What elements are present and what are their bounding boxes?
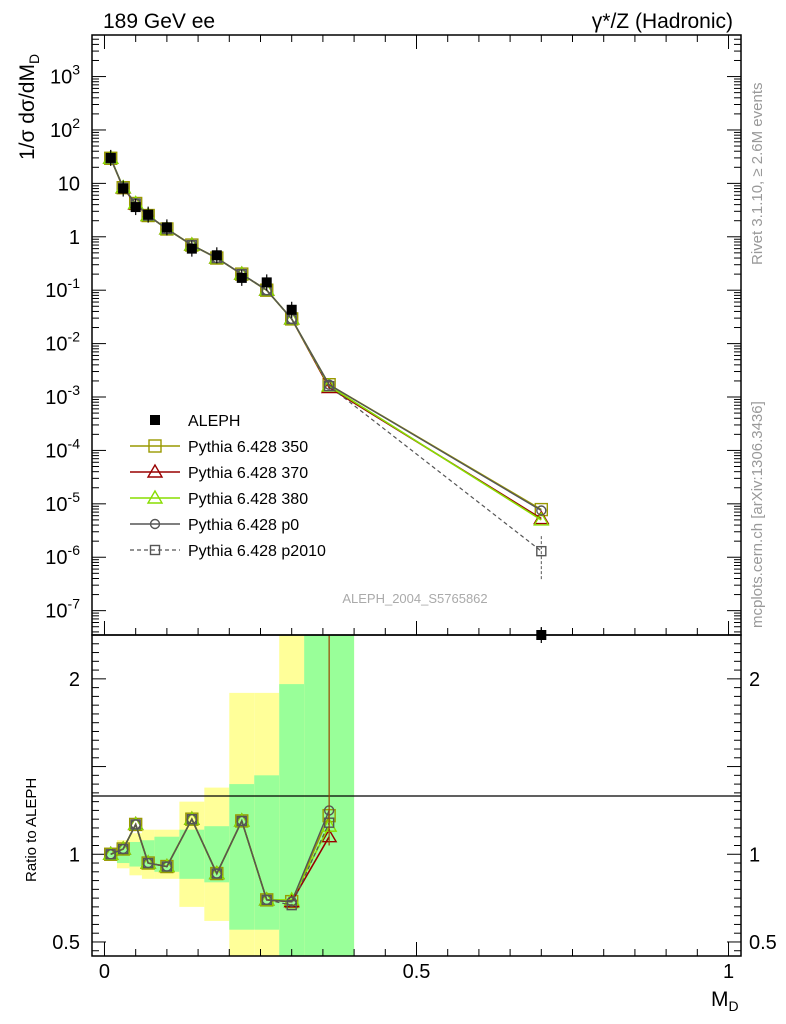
title-left: 189 GeV ee <box>103 10 215 33</box>
legend-marker <box>149 518 161 530</box>
legend-marker <box>146 489 164 504</box>
analysis-id: ALEPH_2004_S5765862 <box>342 591 487 606</box>
main-series-point <box>533 511 550 526</box>
main-ylabel-sub: D <box>26 54 42 64</box>
main-ytick-label: 10-4 <box>45 435 80 462</box>
aleph-data-points <box>105 149 547 643</box>
main-series-point <box>536 505 547 516</box>
aleph-point <box>211 250 222 261</box>
main-ytick-label: 10-5 <box>45 489 80 516</box>
aleph-point <box>118 183 129 194</box>
main-ytick-label: 103 <box>50 62 80 89</box>
ratio-series-point <box>105 849 116 860</box>
ratio-ytick-label-right: 0.5 <box>749 932 777 954</box>
ratio-series-line <box>110 817 330 906</box>
legend-label: Pythia 6.428 350 <box>188 439 308 456</box>
aleph-point <box>130 202 141 213</box>
aleph-point <box>143 209 154 220</box>
ratio-series-point <box>286 899 297 911</box>
legend-aleph-marker <box>150 415 160 425</box>
legend-label: Pythia 6.428 380 <box>188 491 308 508</box>
ratio-xlabel: MD <box>711 988 739 1014</box>
main-series-group <box>102 149 550 580</box>
main-ytick-label: 10-7 <box>45 596 80 623</box>
ratio-ytick-label: 2 <box>69 669 80 691</box>
xtick-label: 0.5 <box>403 961 431 983</box>
main-ytick-label: 10-6 <box>45 542 80 569</box>
ratio-series-group <box>102 635 338 911</box>
ratio-ytick-label-right: 1 <box>749 844 760 866</box>
ratio-series-point <box>261 894 272 906</box>
main-ytick-label: 10-1 <box>45 275 80 302</box>
ratio-series-point <box>211 868 223 879</box>
ratio-xlabel-text: M <box>711 988 729 1011</box>
ratio-ytick-label-right: 2 <box>749 669 760 691</box>
band-inner <box>104 850 117 858</box>
band-inner <box>129 841 142 867</box>
ratio-series-point <box>186 813 198 825</box>
legend-label: Pythia 6.428 p0 <box>188 517 299 534</box>
aleph-point <box>236 272 247 283</box>
legend: ALEPH Pythia 6.428 350 Pythia 6.428 370 Pyt… <box>130 413 326 560</box>
legend-aleph-label: ALEPH <box>188 413 240 430</box>
main-series-line <box>109 157 542 511</box>
ratio-plot-frame <box>91 634 742 957</box>
legend-marker <box>146 463 164 478</box>
main-ytick-label: 10-2 <box>45 329 80 356</box>
main-ytick-label: 10 <box>58 173 80 195</box>
xtick-label: 1 <box>723 961 734 983</box>
axis-tick-labels: 10-7 10-6 10-5 10-4 10-3 10-2 10-1 1 10 102 103 0 0.… <box>45 62 777 983</box>
main-ytick-label: 1 <box>69 227 80 249</box>
legend-marker <box>148 439 162 453</box>
ratio-series-point <box>236 815 247 827</box>
ratio-ylabel: Ratio to ALEPH <box>23 778 40 882</box>
band-inner <box>229 784 255 930</box>
aleph-point <box>261 277 272 288</box>
ratio-ytick-label: 1 <box>69 844 80 866</box>
title-right: γ*/Z (Hadronic) <box>592 10 733 33</box>
xtick-label: 0 <box>99 961 110 983</box>
main-ylabel-text: 1/σ dσ/dM <box>16 64 39 160</box>
aleph-point <box>161 222 172 233</box>
legend-label: Pythia 6.428 370 <box>188 465 308 482</box>
main-series-line <box>110 158 542 552</box>
main-series-line <box>109 157 542 521</box>
band-inner <box>279 684 305 956</box>
main-ylabel: 1/σ dσ/dMD <box>16 54 42 160</box>
aleph-point <box>186 243 197 254</box>
ratio-series-point <box>161 861 173 872</box>
ratio-series-point <box>118 843 129 855</box>
aleph-point <box>105 152 116 163</box>
main-ytick-label: 102 <box>50 115 80 142</box>
main-series-line <box>109 157 542 520</box>
ratio-xlabel-sub: D <box>729 998 739 1014</box>
legend-label: Pythia 6.428 p2010 <box>188 543 326 560</box>
main-series-point <box>323 380 335 392</box>
axis-ticks <box>92 34 741 956</box>
ratio-ytick-label: 0.5 <box>52 932 80 954</box>
main-series-line <box>110 158 542 512</box>
main-ytick-label: 10-3 <box>45 382 80 409</box>
ratio-series-point <box>130 819 141 830</box>
legend-marker <box>149 544 161 556</box>
mcplots-label: mcplots.cern.ch [arXiv:1306.3436] <box>749 401 766 628</box>
aleph-point <box>286 304 297 315</box>
ratio-series-point <box>142 857 154 869</box>
rivet-label: Rivet 3.1.10, ≥ 2.6M events <box>749 83 766 266</box>
